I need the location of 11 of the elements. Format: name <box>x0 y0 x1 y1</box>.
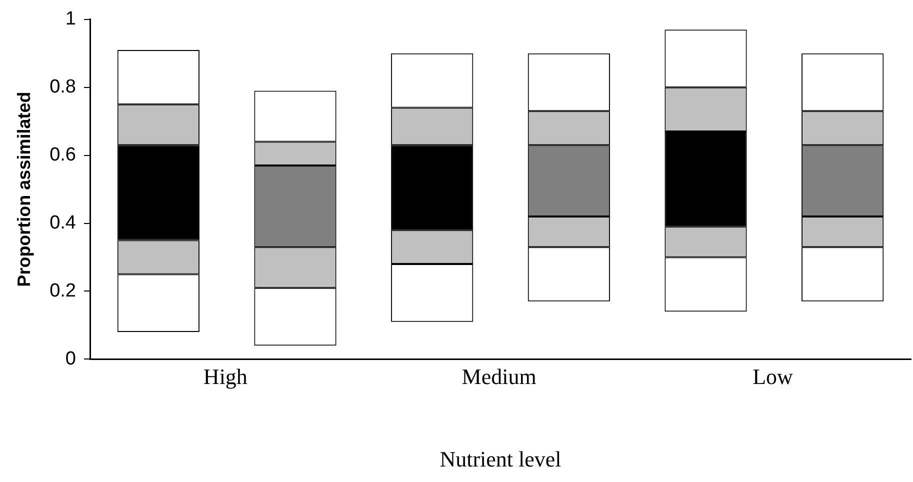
x-tick-label: High <box>203 364 248 390</box>
y-tick-label: 0 <box>65 348 76 370</box>
y-tick-label: 0.6 <box>50 144 76 166</box>
x-tick-label: Low <box>752 364 794 390</box>
y-tick-label: 0.8 <box>50 76 76 98</box>
x-axis-title: Nutrient level <box>440 446 562 472</box>
y-tick-label: 1 <box>65 8 76 30</box>
y-tick-label: 0.4 <box>50 212 76 234</box>
y-axis-title: Proportion assimilated <box>14 92 34 287</box>
x-tick-label: Medium <box>462 364 536 390</box>
y-tick-label: 0.2 <box>50 280 76 302</box>
